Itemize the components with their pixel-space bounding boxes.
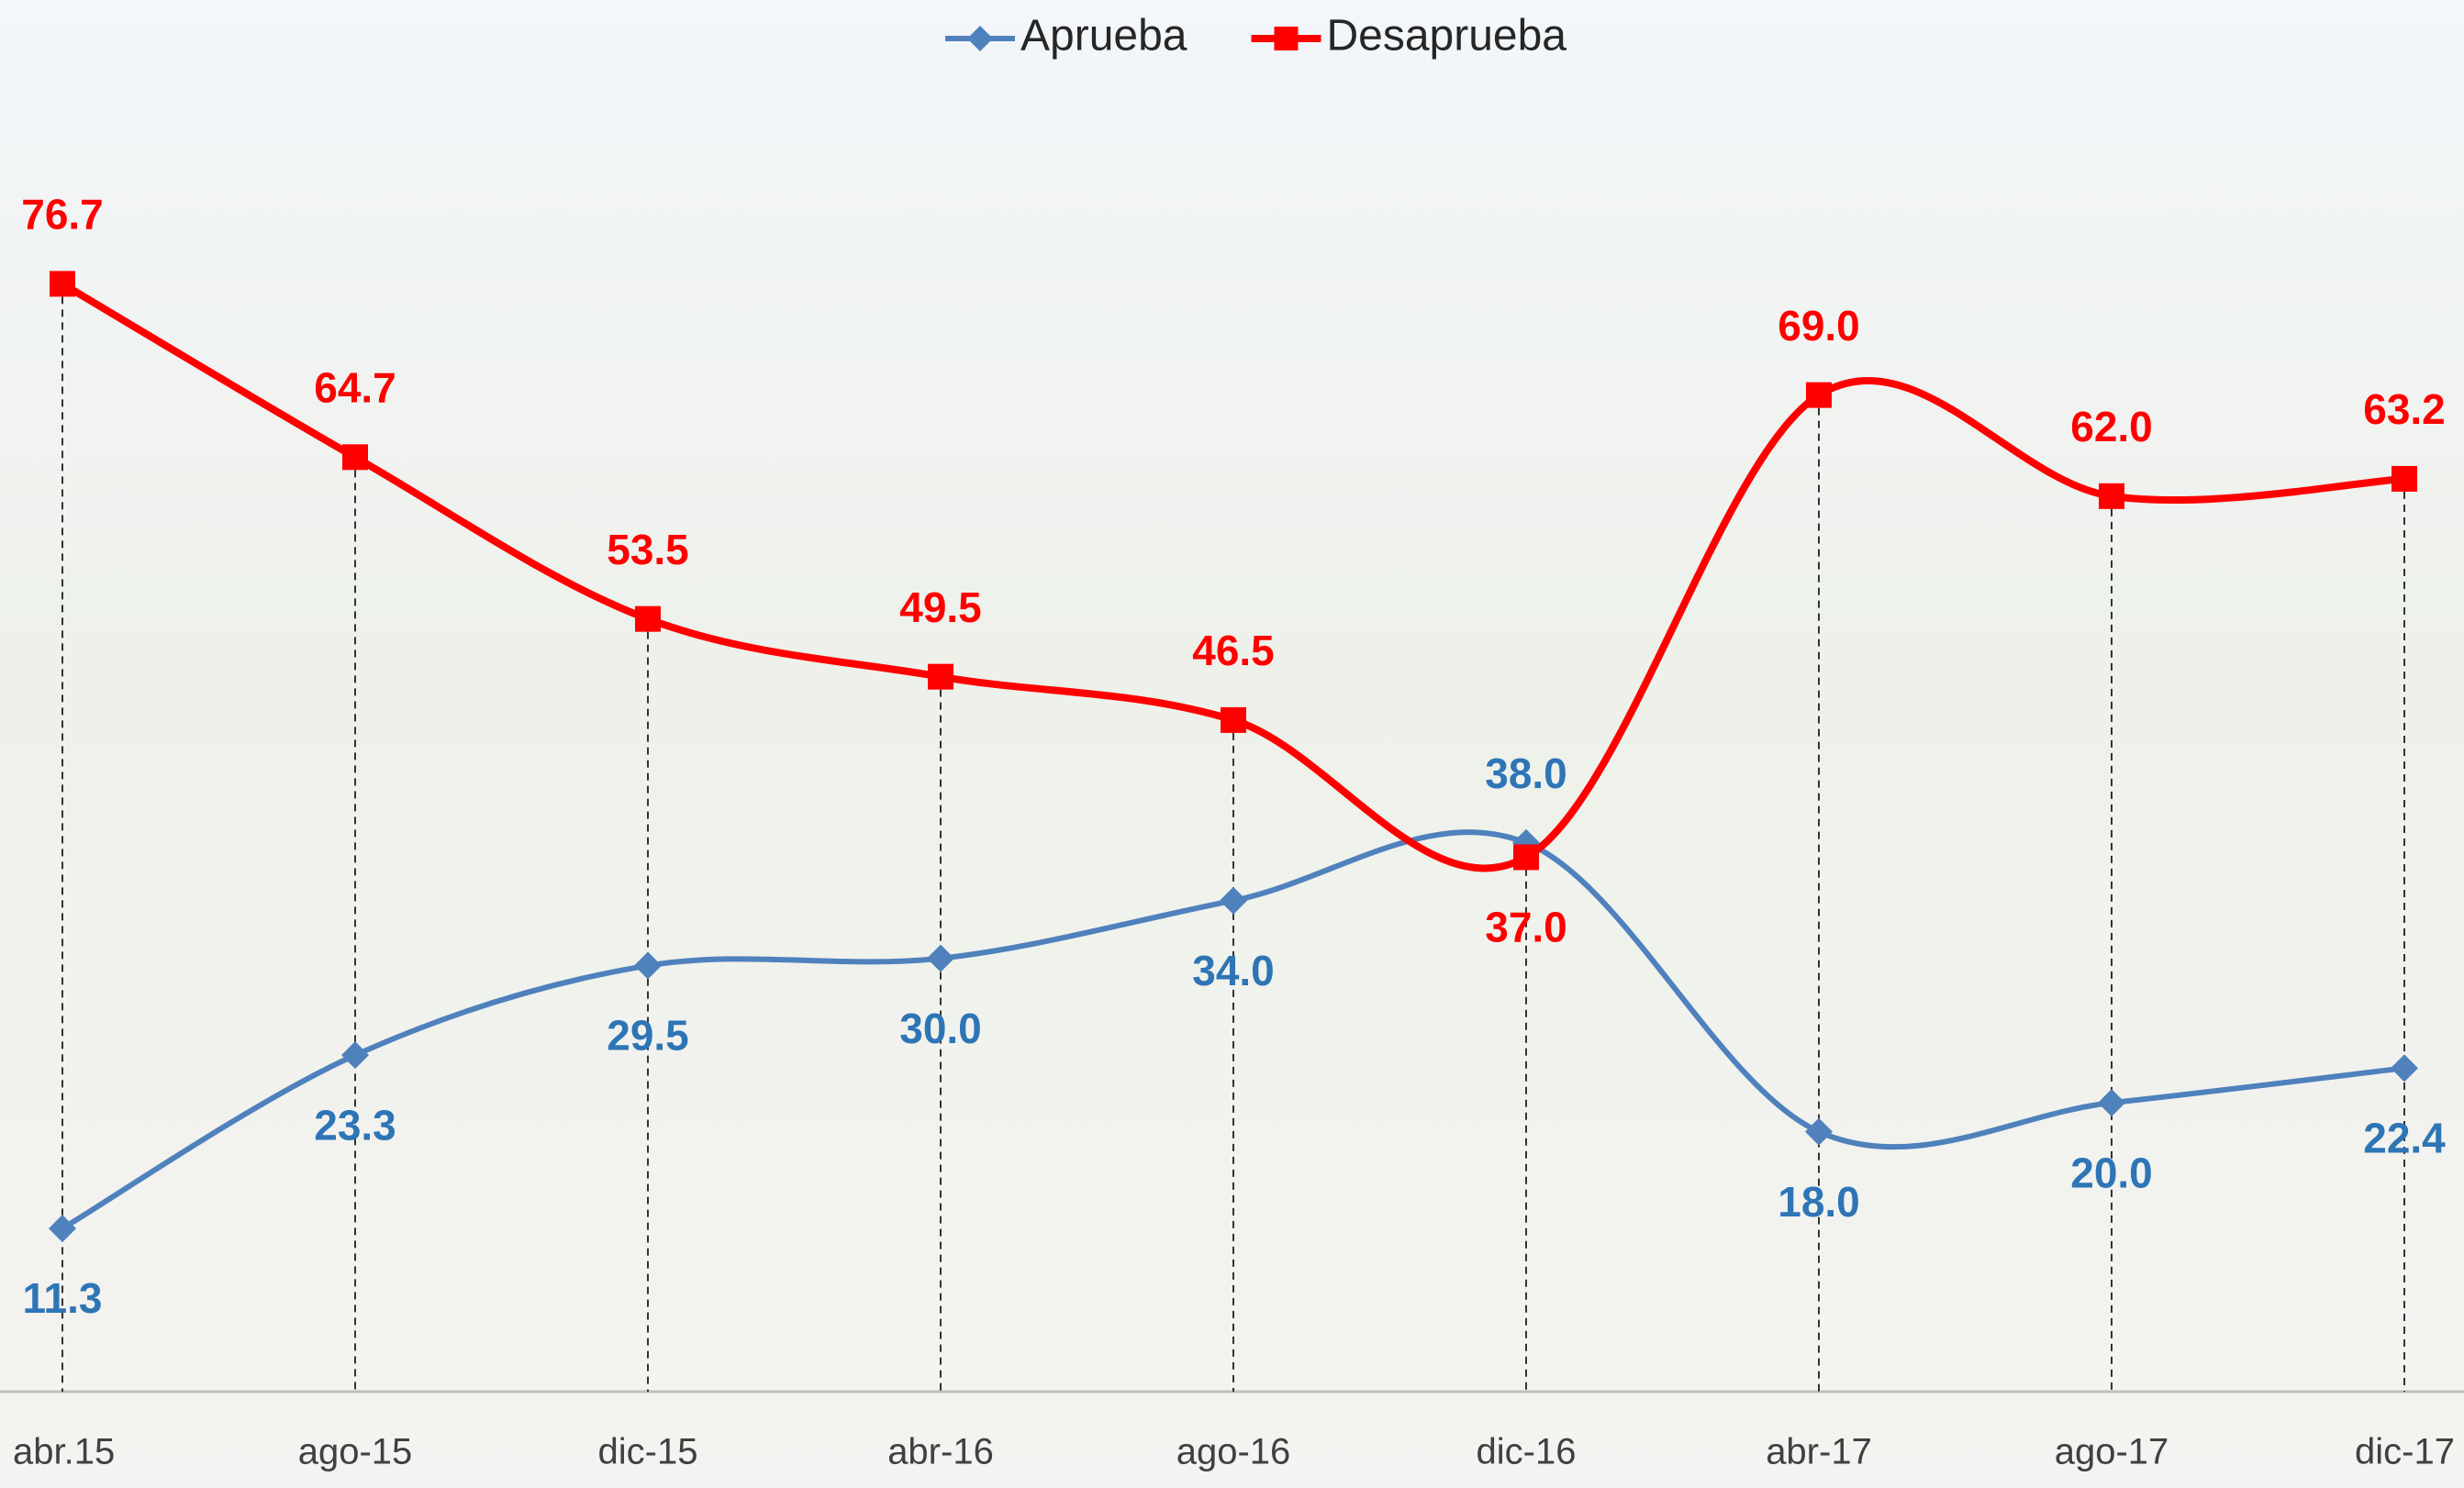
data-label: 29.5 xyxy=(607,1012,689,1060)
data-label: 23.3 xyxy=(314,1101,396,1149)
marker xyxy=(1221,707,1246,733)
data-label: 62.0 xyxy=(2070,403,2153,450)
legend-marker xyxy=(1274,27,1298,50)
data-label: 38.0 xyxy=(1485,750,1567,797)
x-tick-label: abr.15 xyxy=(13,1432,115,1472)
data-label: 49.5 xyxy=(899,583,982,631)
x-tick-label: ago-15 xyxy=(298,1432,413,1472)
data-label: 37.0 xyxy=(1485,904,1567,951)
x-tick-label: ago-17 xyxy=(2055,1432,2169,1472)
marker xyxy=(1513,844,1539,870)
data-label: 63.2 xyxy=(2363,385,2446,433)
background xyxy=(0,0,2464,1488)
marker xyxy=(928,664,953,690)
marker xyxy=(635,606,661,632)
x-tick-label: dic-15 xyxy=(598,1432,698,1472)
data-label: 22.4 xyxy=(2363,1114,2446,1161)
x-tick-label: dic-16 xyxy=(1477,1432,1577,1472)
page: {"chart_data": {"type": "line", "categor… xyxy=(0,0,2464,1488)
marker xyxy=(1806,383,1832,408)
data-label: 30.0 xyxy=(899,1005,982,1052)
data-label: 18.0 xyxy=(1778,1178,1860,1226)
data-label: 46.5 xyxy=(1192,627,1275,674)
legend-label: Aprueba xyxy=(1020,12,1187,61)
marker xyxy=(2392,466,2417,492)
legend-label: Desaprueba xyxy=(1326,12,1566,61)
data-label: 20.0 xyxy=(2070,1149,2153,1196)
marker xyxy=(2099,483,2124,509)
marker xyxy=(342,444,368,470)
chart: abr.15 ago-15 dic-15 abr-16 ago-16 dic-16 abr-… xyxy=(0,0,2464,1488)
data-label: 64.7 xyxy=(314,363,396,411)
data-label: 11.3 xyxy=(23,1274,103,1322)
data-label: 34.0 xyxy=(1192,947,1275,994)
data-label: 53.5 xyxy=(607,526,689,573)
x-tick-label: ago-16 xyxy=(1176,1432,1291,1472)
x-tick-label: abr-17 xyxy=(1766,1432,1872,1472)
data-label: 69.0 xyxy=(1778,302,1860,350)
data-label: 76.7 xyxy=(21,191,104,239)
x-tick-label: abr-16 xyxy=(887,1432,994,1472)
x-tick-label: dic-17 xyxy=(2355,1432,2455,1472)
marker xyxy=(50,271,75,296)
